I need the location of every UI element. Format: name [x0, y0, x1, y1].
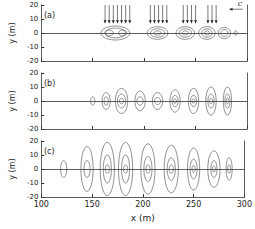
svg-text:10: 10: [29, 83, 38, 91]
svg-text:-10: -10: [27, 179, 38, 187]
svg-text:20: 20: [29, 69, 38, 77]
svg-text:250: 250: [186, 200, 201, 209]
svg-text:10: 10: [29, 15, 38, 23]
svg-text:-20: -20: [27, 57, 38, 65]
svg-text:0: 0: [34, 165, 38, 173]
svg-text:-20: -20: [27, 125, 38, 133]
svg-text:-20: -20: [26, 193, 39, 201]
svg-text:-10: -10: [27, 111, 38, 119]
svg-text:(c): (c): [44, 147, 55, 156]
svg-text:0: 0: [34, 97, 38, 105]
svg-text:150: 150: [84, 200, 99, 209]
svg-text:20: 20: [29, 1, 38, 9]
svg-text:20: 20: [29, 137, 38, 145]
svg-text:200: 200: [135, 200, 150, 209]
svg-text:x (m): x (m): [131, 213, 155, 223]
svg-text:0: 0: [34, 29, 38, 37]
svg-text:c: c: [238, 0, 243, 8]
svg-text:(a): (a): [44, 11, 55, 20]
svg-text:y (m): y (m): [8, 158, 17, 179]
svg-text:y (m): y (m): [8, 22, 17, 43]
svg-text:-10: -10: [27, 43, 38, 51]
svg-text:10: 10: [29, 151, 38, 159]
svg-text:100: 100: [34, 200, 49, 209]
svg-text:300: 300: [237, 200, 252, 209]
svg-text:(b): (b): [44, 79, 55, 88]
svg-text:y (m): y (m): [8, 90, 17, 111]
